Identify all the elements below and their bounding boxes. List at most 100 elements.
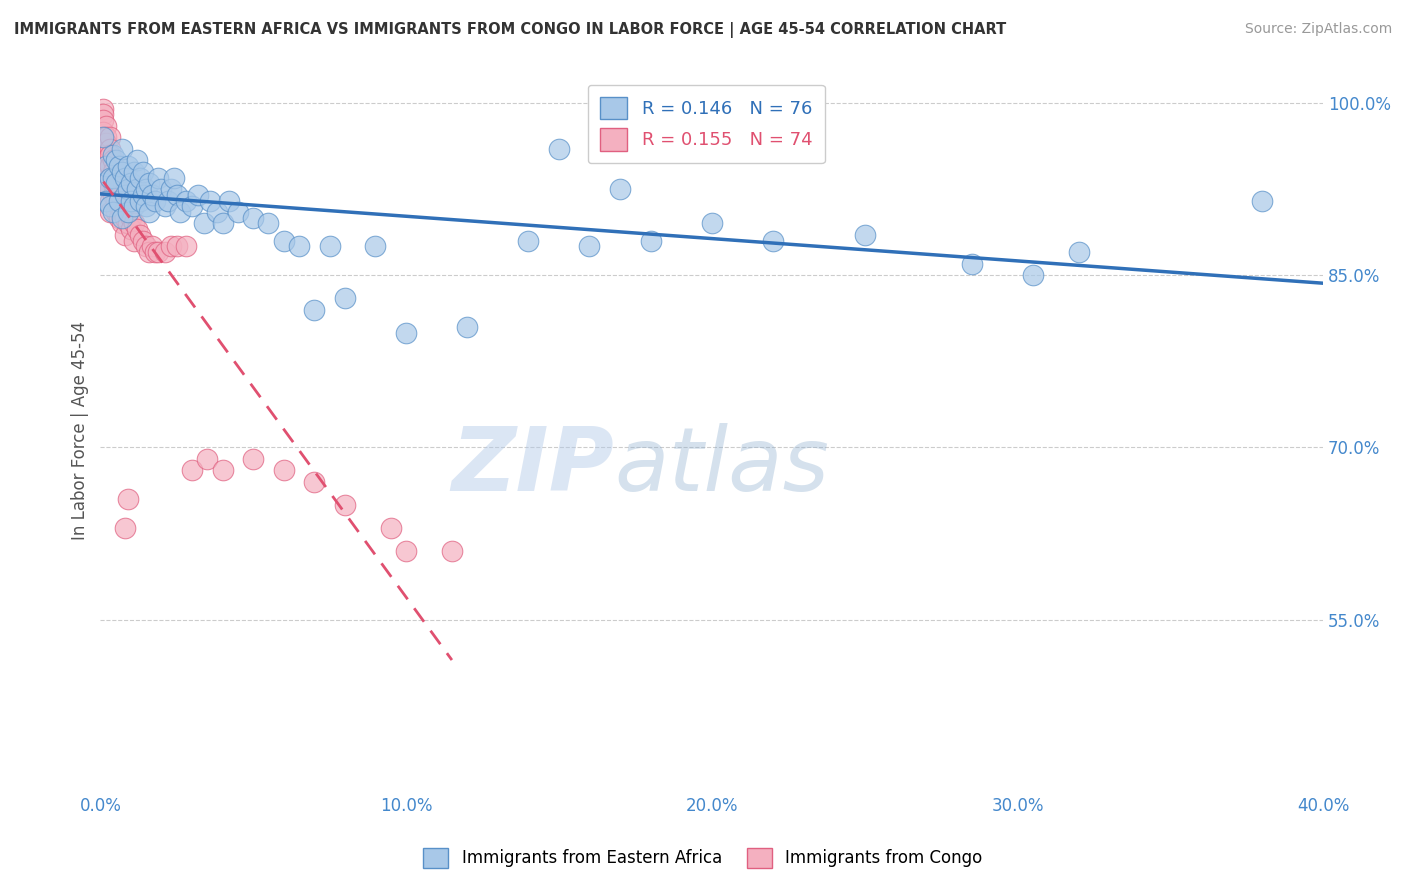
Point <box>104 205 127 219</box>
Point <box>96 153 118 168</box>
Point <box>333 498 356 512</box>
Point <box>205 205 228 219</box>
Point <box>96 177 118 191</box>
Legend: R = 0.146   N = 76, R = 0.155   N = 74: R = 0.146 N = 76, R = 0.155 N = 74 <box>588 85 825 163</box>
Point <box>114 187 136 202</box>
Point <box>93 102 115 116</box>
Point <box>174 194 197 208</box>
Point <box>762 234 785 248</box>
Point <box>304 475 326 489</box>
Point <box>578 239 600 253</box>
Point <box>104 153 127 168</box>
Point <box>174 239 197 253</box>
Point <box>104 182 127 196</box>
Point <box>125 222 148 236</box>
Point <box>98 170 121 185</box>
Point <box>122 234 145 248</box>
Point <box>135 239 157 253</box>
Point <box>93 113 115 128</box>
Point <box>195 451 218 466</box>
Point <box>153 245 176 260</box>
Point <box>138 177 160 191</box>
Point <box>101 187 124 202</box>
Point <box>93 107 115 121</box>
Point <box>107 211 129 225</box>
Point <box>111 194 134 208</box>
Point <box>125 182 148 196</box>
Point <box>111 142 134 156</box>
Point <box>129 170 152 185</box>
Point <box>111 165 134 179</box>
Point <box>395 543 418 558</box>
Point <box>93 153 115 168</box>
Point <box>163 170 186 185</box>
Point <box>117 205 139 219</box>
Point <box>135 182 157 196</box>
Point <box>93 147 115 161</box>
Point <box>96 147 118 161</box>
Point <box>138 205 160 219</box>
Point <box>456 319 478 334</box>
Point <box>117 491 139 506</box>
Point <box>853 227 876 242</box>
Point <box>1022 268 1045 282</box>
Legend: Immigrants from Eastern Africa, Immigrants from Congo: Immigrants from Eastern Africa, Immigran… <box>416 841 990 875</box>
Y-axis label: In Labor Force | Age 45-54: In Labor Force | Age 45-54 <box>72 320 89 540</box>
Point <box>104 177 127 191</box>
Point <box>107 177 129 191</box>
Point <box>98 182 121 196</box>
Point <box>101 205 124 219</box>
Point <box>93 136 115 150</box>
Text: IMMIGRANTS FROM EASTERN AFRICA VS IMMIGRANTS FROM CONGO IN LABOR FORCE | AGE 45-: IMMIGRANTS FROM EASTERN AFRICA VS IMMIGR… <box>14 22 1007 38</box>
Point <box>960 257 983 271</box>
Point <box>132 187 155 202</box>
Point <box>1067 245 1090 260</box>
Text: ZIP: ZIP <box>451 423 614 509</box>
Point <box>93 130 115 145</box>
Point <box>114 170 136 185</box>
Point <box>93 177 115 191</box>
Point <box>96 119 118 133</box>
Point <box>166 187 188 202</box>
Point <box>98 199 121 213</box>
Point <box>138 245 160 260</box>
Text: atlas: atlas <box>614 424 828 509</box>
Point <box>120 222 142 236</box>
Point <box>159 182 181 196</box>
Point <box>125 153 148 168</box>
Point <box>114 227 136 242</box>
Point <box>96 159 118 173</box>
Point <box>304 302 326 317</box>
Point <box>111 211 134 225</box>
Point <box>120 194 142 208</box>
Point <box>93 130 115 145</box>
Point <box>114 199 136 213</box>
Point <box>148 170 170 185</box>
Text: Source: ZipAtlas.com: Source: ZipAtlas.com <box>1244 22 1392 37</box>
Point <box>129 194 152 208</box>
Point <box>93 165 115 179</box>
Point <box>288 239 311 253</box>
Point <box>218 194 240 208</box>
Point <box>96 130 118 145</box>
Point <box>318 239 340 253</box>
Point <box>114 211 136 225</box>
Point <box>150 182 173 196</box>
Point <box>96 194 118 208</box>
Point <box>93 159 115 173</box>
Point <box>111 205 134 219</box>
Point <box>107 194 129 208</box>
Point <box>114 521 136 535</box>
Point <box>273 463 295 477</box>
Point <box>200 194 222 208</box>
Point <box>700 217 723 231</box>
Point <box>211 217 233 231</box>
Point <box>609 182 631 196</box>
Point <box>135 199 157 213</box>
Point <box>517 234 540 248</box>
Point <box>181 199 204 213</box>
Point <box>98 170 121 185</box>
Point <box>181 463 204 477</box>
Point <box>141 187 163 202</box>
Point <box>132 165 155 179</box>
